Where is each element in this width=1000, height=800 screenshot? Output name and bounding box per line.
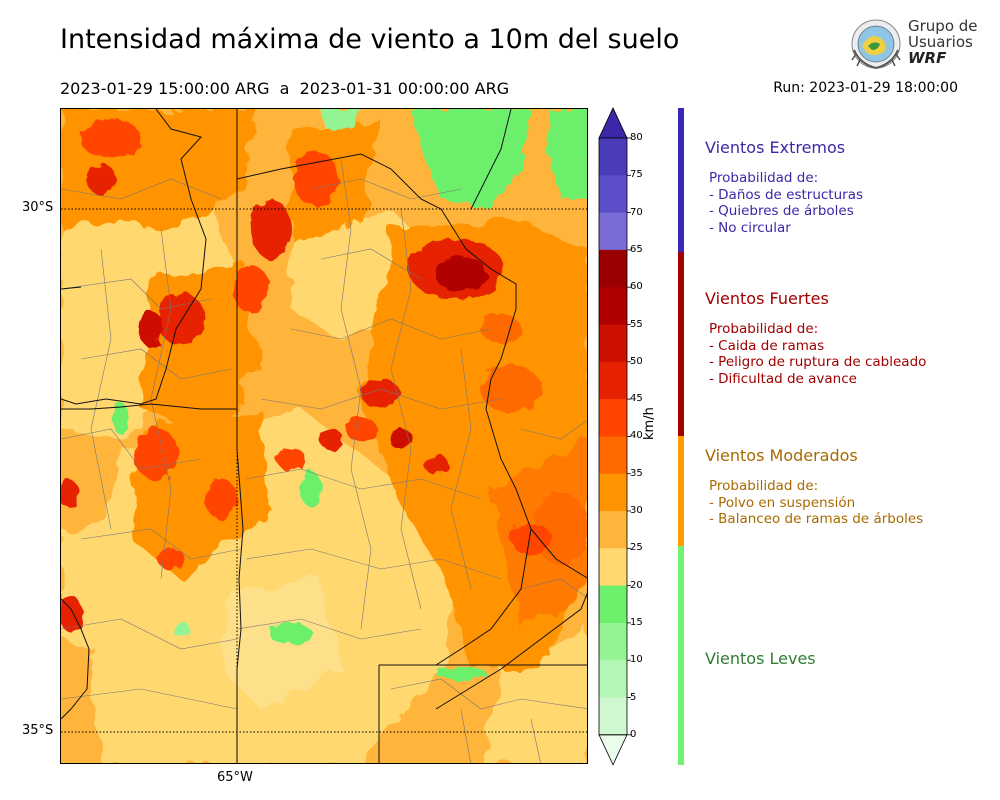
colorbar-tick-label: 60 [630,281,643,293]
date-range: 2023-01-29 15:00:00 ARG a 2023-01-31 00:… [60,79,510,98]
colorbar-segment [599,361,627,400]
colorbar-segment [599,660,627,698]
category-title: Vientos Extremos [705,138,846,157]
colorbar-segment [599,212,627,251]
colorbar-segment [599,548,627,587]
category-moderados: Vientos Moderados Probabilidad de: - Pol… [705,446,923,528]
colorbar-tick-label: 70 [630,206,643,218]
run-timestamp: Run: 2023-01-29 18:00:00 [773,80,958,96]
legend-bar-moderados [678,436,684,546]
logo-line-3: WRF [908,49,947,67]
colorbar-tick-label: 25 [630,542,643,554]
colorbar-tick-label: 50 [630,355,643,367]
colorbar-svg [598,107,631,766]
colorbar-tick-label: 45 [630,393,643,405]
category-line: - Caida de ramas [709,337,825,354]
colorbar-segment [599,622,627,661]
colorbar-tick-label: 75 [630,169,643,181]
category-title: Vientos Leves [705,649,816,668]
category-line: - Dificultad de avance [709,370,857,387]
colorbar-segment [599,324,627,363]
colorbar-tick-label: 15 [630,616,643,628]
colorbar-tick-label: 40 [630,430,643,442]
colorbar: 80 75 70 65 60 55 50 45 40 35 30 25 20 15 10 5 0 [598,107,678,768]
category-description: Probabilidad de: - Daños de estructuras … [705,170,863,236]
legend-bar-extremos [678,108,684,252]
wind-map [60,108,588,764]
colorbar-segment [599,511,627,549]
colorbar-extend-bottom [598,734,628,766]
logo-line-1: Grupo de [908,17,978,35]
colorbar-tick-label: 35 [630,467,643,479]
graticule [61,109,587,763]
globe-logo-icon [851,19,901,70]
legend-bar-fuertes [678,252,684,436]
light-wind-regions [113,109,587,680]
category-line: - Quiebres de árboles [709,203,854,219]
strong-wind-cells [61,119,587,632]
category-extremos: Vientos Extremos Probabilidad de: - Daño… [705,138,863,236]
colorbar-extend-top [598,107,628,139]
category-line: Probabilidad de: [709,478,819,494]
colorbar-segment [599,585,627,624]
wind-field-svg [61,109,587,763]
category-leves: Vientos Leves [705,649,816,668]
category-line: Probabilidad de: [709,170,819,186]
colorbar-tick-label: 30 [630,505,643,516]
colorbar-tick-label: 65 [630,243,643,255]
colorbar-segment [599,697,627,736]
lon-label-65w: 65°W [217,770,253,785]
colorbar-segment [599,249,627,288]
legend-bar-leves [678,546,684,765]
department-boundaries [61,158,587,763]
grupo-wrf-logo: Grupo de Usuarios WRF [848,16,978,74]
colorbar-unit: km/h [642,407,657,440]
category-title: Vientos Fuertes [705,289,829,308]
colorbar-tick-label: 80 [630,132,643,143]
category-line: - Polvo en suspensión [709,494,856,511]
category-description: Probabilidad de: - Caida de ramas - Peli… [705,321,926,387]
category-line: Probabilidad de: [709,321,819,337]
category-fuertes: Vientos Fuertes Probabilidad de: - Caida… [705,289,926,387]
category-line: - Daños de estructuras [709,186,864,203]
colorbar-segment [599,399,627,437]
logo-line-2: Usuarios [908,33,973,51]
colorbar-tick-label: 10 [630,654,643,666]
category-line: - Balanceo de ramas de árboles [709,511,924,527]
colorbar-segment [599,436,627,475]
lat-label-30s: 30°S [22,200,54,215]
chart-title: Intensidad máxima de viento a 10m del su… [60,24,680,55]
category-line: - No circular [709,219,791,236]
colorbar-segment [599,287,627,325]
colorbar-segment [599,473,627,512]
lat-label-35s: 35°S [22,723,54,738]
colorbar-tick-label: 0 [630,728,637,740]
category-line: - Peligro de ruptura de cableado [709,354,927,370]
colorbar-segment [599,138,627,176]
category-title: Vientos Moderados [705,446,858,465]
category-description: Probabilidad de: - Polvo en suspensión -… [705,478,923,528]
colorbar-segment [599,175,627,214]
colorbar-tick-label: 5 [630,691,637,703]
colorbar-tick-label: 55 [630,318,643,330]
colorbar-tick-label: 20 [630,579,643,591]
